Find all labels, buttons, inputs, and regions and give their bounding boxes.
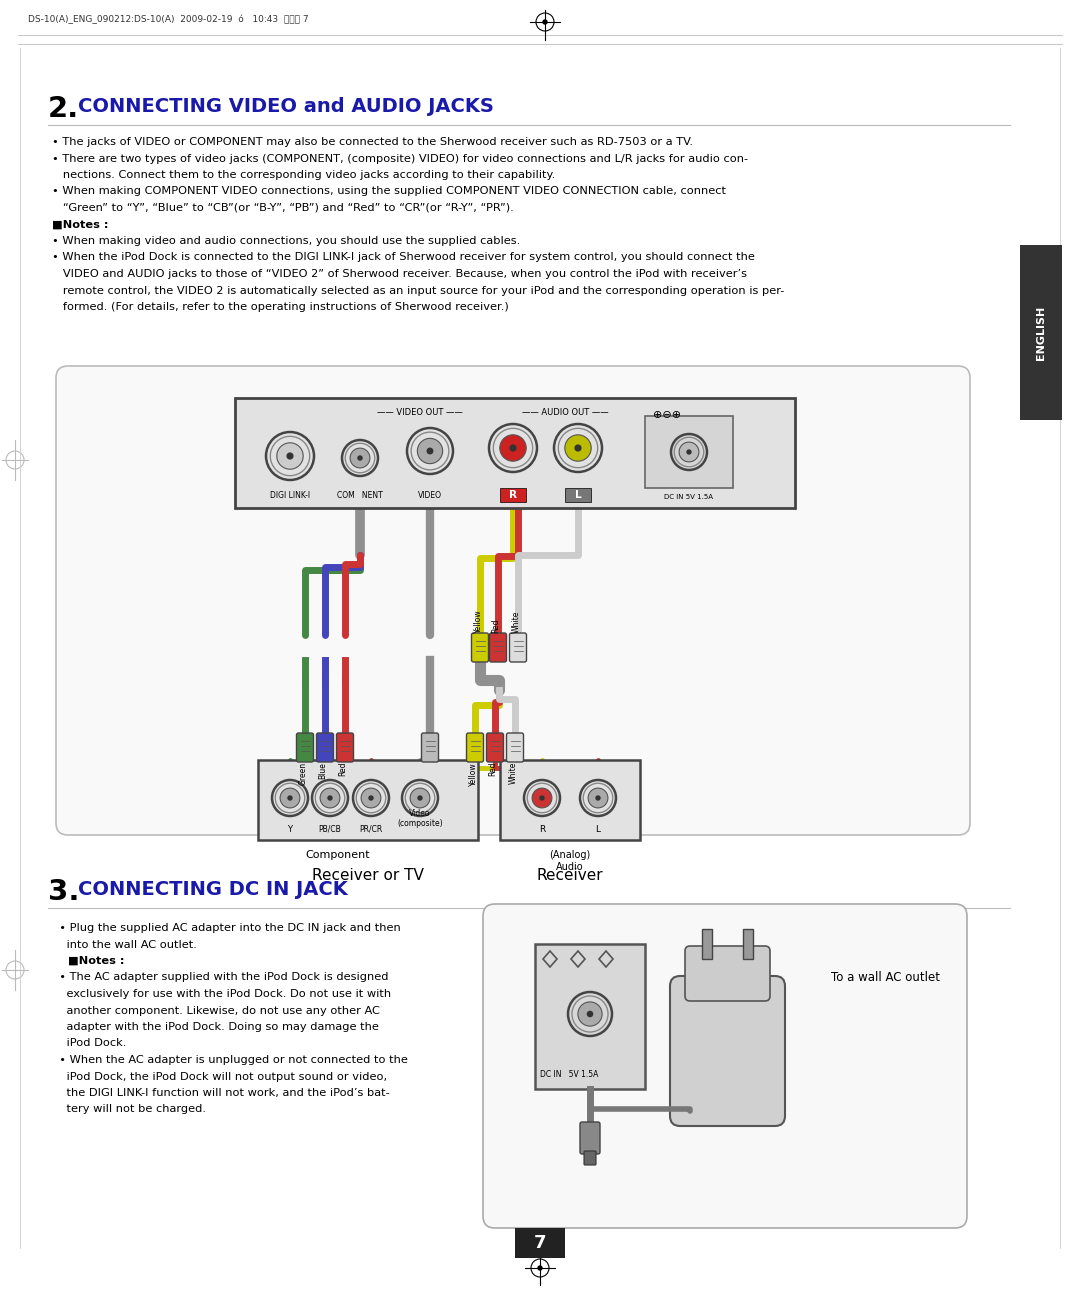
Circle shape: [357, 455, 363, 460]
Circle shape: [361, 788, 381, 808]
FancyBboxPatch shape: [670, 976, 785, 1127]
Text: • When the iPod Dock is connected to the DIGI LINK-I jack of Sherwood receiver f: • When the iPod Dock is connected to the…: [52, 253, 755, 263]
Text: “Green” to “Y”, “Blue” to “CB”(or “B-Y”, “PB”) and “Red” to “CR”(or “R-Y”, “PR”): “Green” to “Y”, “Blue” to “CB”(or “B-Y”,…: [52, 202, 514, 213]
Text: 3.: 3.: [48, 878, 80, 906]
FancyBboxPatch shape: [56, 366, 970, 835]
FancyBboxPatch shape: [486, 733, 503, 762]
Text: 7: 7: [534, 1234, 546, 1252]
FancyBboxPatch shape: [580, 1121, 600, 1154]
FancyBboxPatch shape: [535, 944, 645, 1089]
Text: the DIGI LINK-I function will not work, and the iPod’s bat-: the DIGI LINK-I function will not work, …: [52, 1088, 390, 1098]
Text: L: L: [595, 825, 600, 834]
FancyBboxPatch shape: [258, 761, 478, 840]
FancyBboxPatch shape: [316, 733, 334, 762]
Text: (Analog)
Audio: (Analog) Audio: [550, 849, 591, 871]
Circle shape: [543, 21, 546, 24]
Text: L: L: [575, 490, 581, 500]
Text: • The jacks of VIDEO or COMPONENT may also be connected to the Sherwood receiver: • The jacks of VIDEO or COMPONENT may al…: [52, 137, 693, 147]
Text: Component: Component: [306, 849, 370, 860]
Text: • When the AC adapter is unplugged or not connected to the: • When the AC adapter is unplugged or no…: [52, 1054, 408, 1065]
Circle shape: [276, 443, 303, 469]
Text: Video
(composite): Video (composite): [397, 808, 443, 828]
Text: exclusively for use with the iPod Dock. Do not use it with: exclusively for use with the iPod Dock. …: [52, 989, 391, 999]
Text: Receiver: Receiver: [537, 867, 604, 883]
FancyBboxPatch shape: [472, 633, 488, 663]
FancyBboxPatch shape: [421, 733, 438, 762]
Text: R: R: [539, 825, 545, 834]
Text: tery will not be charged.: tery will not be charged.: [52, 1105, 206, 1115]
Circle shape: [538, 1266, 542, 1270]
Text: 2.: 2.: [48, 95, 79, 122]
Text: ■Notes :: ■Notes :: [52, 956, 124, 965]
Text: ■Notes :: ■Notes :: [52, 219, 108, 229]
FancyBboxPatch shape: [500, 761, 640, 840]
Circle shape: [368, 795, 374, 800]
Text: R: R: [509, 490, 517, 500]
Circle shape: [586, 1011, 593, 1017]
Circle shape: [686, 450, 691, 455]
FancyBboxPatch shape: [515, 1228, 565, 1258]
Text: DC IN 5V 1.5A: DC IN 5V 1.5A: [664, 494, 714, 500]
Text: • When making COMPONENT VIDEO connections, using the supplied COMPONENT VIDEO CO: • When making COMPONENT VIDEO connection…: [52, 187, 726, 196]
Text: iPod Dock, the iPod Dock will not output sound or video,: iPod Dock, the iPod Dock will not output…: [52, 1071, 387, 1081]
Text: Receiver or TV: Receiver or TV: [312, 867, 424, 883]
Circle shape: [320, 788, 340, 808]
Text: —— VIDEO OUT ——: —— VIDEO OUT ——: [377, 409, 463, 418]
Circle shape: [532, 788, 552, 808]
FancyBboxPatch shape: [507, 733, 524, 762]
Text: remote control, the VIDEO 2 is automatically selected as an input source for you: remote control, the VIDEO 2 is automatic…: [52, 285, 784, 295]
Text: DIGI LINK-I: DIGI LINK-I: [270, 491, 310, 500]
Circle shape: [417, 438, 443, 464]
Circle shape: [589, 788, 608, 808]
FancyBboxPatch shape: [565, 489, 591, 501]
Circle shape: [410, 788, 430, 808]
Text: DS-10(A)_ENG_090212:DS-10(A)  2009-02-19  ó   10:43  페이지 7: DS-10(A)_ENG_090212:DS-10(A) 2009-02-19 …: [28, 15, 309, 24]
Text: PB/CB: PB/CB: [319, 825, 341, 834]
Text: Red: Red: [491, 619, 500, 633]
Text: CONNECTING DC IN JACK: CONNECTING DC IN JACK: [78, 880, 348, 898]
FancyBboxPatch shape: [337, 733, 353, 762]
Text: ENGLISH: ENGLISH: [1036, 305, 1047, 360]
Circle shape: [327, 795, 333, 800]
Text: DC IN   5V 1.5A: DC IN 5V 1.5A: [540, 1070, 598, 1079]
Circle shape: [286, 452, 294, 460]
FancyBboxPatch shape: [500, 489, 526, 501]
Text: another component. Likewise, do not use any other AC: another component. Likewise, do not use …: [52, 1005, 380, 1016]
Text: CONNECTING VIDEO and AUDIO JACKS: CONNECTING VIDEO and AUDIO JACKS: [78, 97, 494, 116]
FancyBboxPatch shape: [235, 398, 795, 508]
Text: ⊕⊖⊕: ⊕⊖⊕: [653, 410, 681, 420]
Circle shape: [350, 449, 369, 468]
Circle shape: [565, 434, 591, 461]
Circle shape: [287, 795, 293, 800]
Text: White: White: [509, 762, 517, 785]
FancyBboxPatch shape: [467, 733, 484, 762]
Text: Yellow: Yellow: [473, 610, 483, 633]
FancyBboxPatch shape: [702, 929, 712, 959]
Text: adapter with the iPod Dock. Doing so may damage the: adapter with the iPod Dock. Doing so may…: [52, 1022, 379, 1032]
FancyBboxPatch shape: [297, 733, 313, 762]
Circle shape: [575, 445, 582, 451]
Text: VIDEO: VIDEO: [418, 491, 442, 500]
Text: To a wall AC outlet: To a wall AC outlet: [831, 971, 940, 984]
Text: • The AC adapter supplied with the iPod Dock is designed: • The AC adapter supplied with the iPod …: [52, 972, 389, 982]
Text: Green: Green: [298, 762, 308, 785]
Text: —— AUDIO OUT ——: —— AUDIO OUT ——: [522, 409, 608, 418]
Circle shape: [539, 795, 544, 800]
FancyBboxPatch shape: [685, 946, 770, 1002]
Circle shape: [679, 442, 699, 461]
FancyBboxPatch shape: [584, 1151, 596, 1165]
FancyBboxPatch shape: [483, 904, 967, 1228]
Circle shape: [595, 795, 600, 800]
Text: formed. (For details, refer to the operating instructions of Sherwood receiver.): formed. (For details, refer to the opera…: [52, 302, 509, 312]
Text: • Plug the supplied AC adapter into the DC IN jack and then: • Plug the supplied AC adapter into the …: [52, 923, 401, 933]
Text: Blue: Blue: [319, 762, 327, 779]
Text: into the wall AC outlet.: into the wall AC outlet.: [52, 940, 197, 950]
Circle shape: [427, 447, 433, 455]
Text: Red: Red: [338, 762, 348, 776]
Text: iPod Dock.: iPod Dock.: [52, 1039, 126, 1048]
Text: • There are two types of video jacks (COMPONENT, (composite) VIDEO) for video co: • There are two types of video jacks (CO…: [52, 153, 748, 164]
Text: Yellow: Yellow: [469, 762, 477, 785]
FancyBboxPatch shape: [743, 929, 753, 959]
Text: VIDEO and AUDIO jacks to those of “VIDEO 2” of Sherwood receiver. Because, when : VIDEO and AUDIO jacks to those of “VIDEO…: [52, 269, 747, 278]
